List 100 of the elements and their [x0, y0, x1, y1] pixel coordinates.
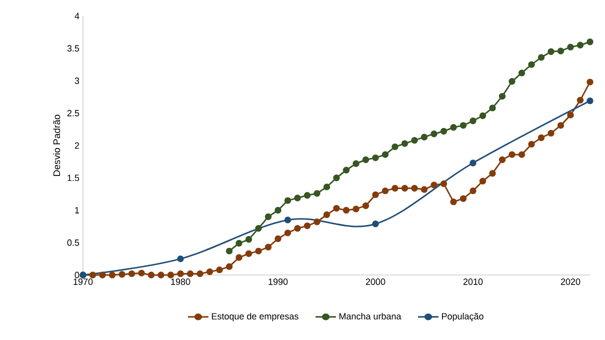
- point: [342, 166, 350, 174]
- point: [236, 240, 242, 247]
- point: [294, 225, 301, 232]
- point: [314, 218, 320, 226]
- y-tick-label: 3: [74, 78, 80, 84]
- x-tick-label: 2000: [366, 278, 386, 285]
- y-tick-label: 0.5: [67, 239, 80, 246]
- point: [284, 197, 292, 204]
- point: [508, 151, 516, 158]
- point: [479, 178, 486, 184]
- point: [274, 206, 282, 214]
- point: [479, 112, 486, 120]
- point: [430, 130, 438, 138]
- legend-label: Mancha urbana: [339, 312, 402, 320]
- point: [401, 184, 408, 192]
- point: [498, 156, 506, 164]
- point: [392, 143, 398, 150]
- point: [508, 78, 516, 85]
- point: [372, 220, 379, 228]
- point: [576, 96, 584, 104]
- point: [333, 174, 340, 182]
- point: [352, 160, 360, 167]
- point: [372, 191, 379, 198]
- point: [557, 122, 564, 129]
- point: [304, 222, 311, 230]
- point: [304, 192, 311, 199]
- y-tick-label: 1.5: [68, 174, 80, 182]
- point: [450, 198, 457, 206]
- x-tick-label: 1990: [268, 278, 288, 285]
- point: [177, 255, 184, 262]
- point: [470, 118, 476, 124]
- point: [264, 244, 272, 251]
- point: [236, 254, 242, 261]
- point: [567, 44, 574, 50]
- point: [362, 156, 370, 164]
- point: [323, 211, 330, 218]
- point: [372, 154, 379, 162]
- point: [294, 194, 301, 202]
- point: [118, 271, 126, 278]
- point: [489, 170, 496, 177]
- point: [498, 92, 506, 100]
- point: [226, 248, 233, 254]
- point: [450, 124, 457, 131]
- point: [148, 272, 155, 278]
- y-tick-label: 4: [74, 12, 80, 20]
- point: [401, 140, 408, 147]
- point: [245, 250, 252, 257]
- point: [362, 202, 370, 210]
- point: [216, 266, 223, 274]
- point: [323, 184, 330, 190]
- point: [128, 270, 136, 278]
- point: [538, 134, 545, 142]
- x-tick-label: 2010: [463, 278, 483, 285]
- point: [489, 104, 496, 112]
- point: [264, 213, 272, 220]
- point: [314, 190, 320, 197]
- point: [342, 206, 350, 214]
- point: [89, 272, 96, 278]
- point: [392, 184, 398, 192]
- point: [586, 38, 594, 46]
- point: [528, 140, 535, 148]
- point: [284, 230, 292, 236]
- point: [518, 70, 526, 76]
- point: [557, 48, 564, 54]
- legend-label: Estoque de empresas: [212, 312, 298, 322]
- point: [548, 48, 554, 55]
- point: [518, 151, 526, 158]
- x-tick-label: 1970: [74, 278, 93, 285]
- point: [382, 187, 389, 194]
- point: [460, 195, 467, 202]
- point: [352, 206, 360, 212]
- point: [470, 160, 476, 166]
- point: [177, 270, 184, 278]
- point: [430, 182, 438, 188]
- x-tick-label: 1980: [171, 278, 190, 285]
- point: [586, 97, 594, 104]
- point: [440, 180, 448, 188]
- point: [586, 78, 594, 86]
- point: [333, 204, 340, 212]
- y-tick-label: 2.5: [67, 110, 80, 116]
- point: [274, 235, 282, 242]
- y-tick-label: 2: [74, 142, 80, 149]
- point: [440, 128, 448, 135]
- point: [108, 272, 116, 278]
- point: [226, 263, 233, 270]
- point: [245, 236, 252, 243]
- point: [167, 272, 174, 278]
- point: [411, 184, 418, 192]
- point: [206, 268, 214, 276]
- point: [196, 270, 204, 278]
- point: [255, 225, 262, 232]
- point: [576, 42, 584, 48]
- point: [420, 186, 428, 193]
- point: [528, 61, 535, 68]
- y-tick-label: 0: [74, 272, 80, 278]
- y-tick-label: 3.5: [67, 45, 80, 52]
- point: [158, 272, 164, 278]
- point: [255, 248, 262, 254]
- legend-label: População: [442, 312, 484, 322]
- x-tick-label: 2020: [560, 278, 580, 285]
